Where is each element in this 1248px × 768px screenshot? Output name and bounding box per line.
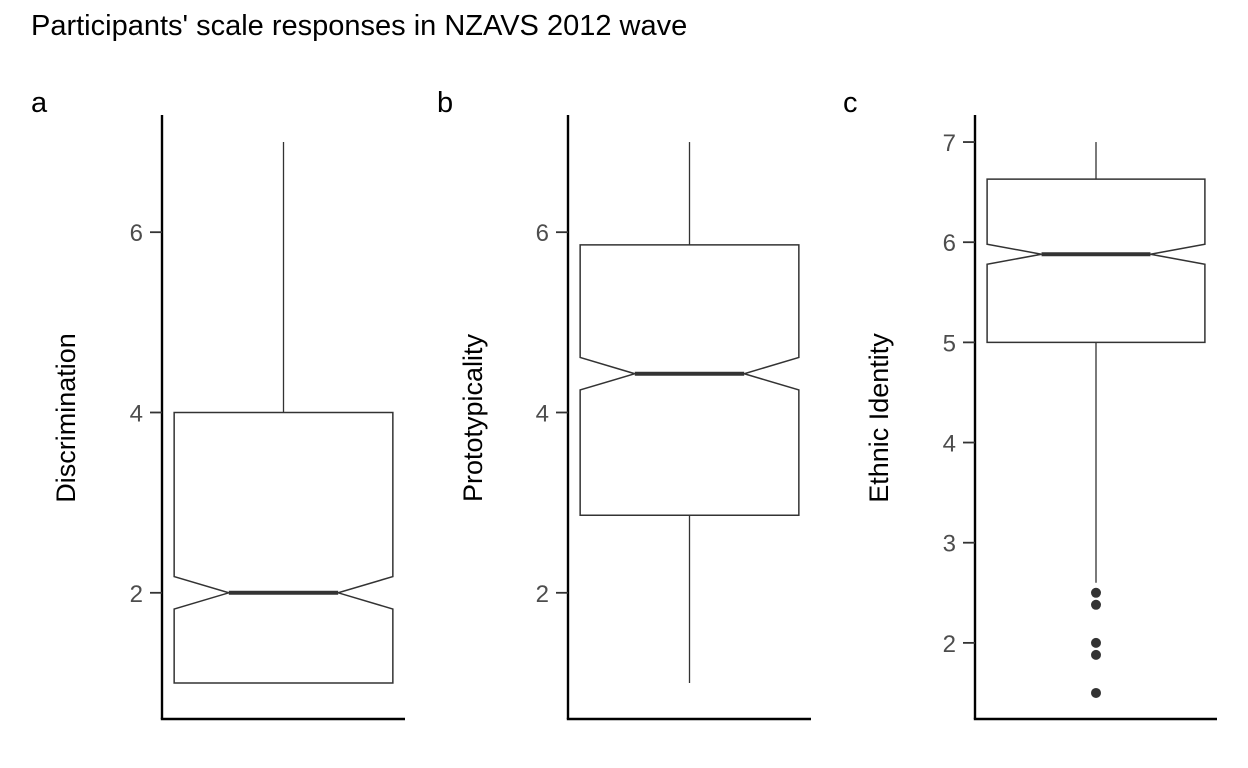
y-tick-label: 6 <box>130 220 143 247</box>
y-axis-title: Prototypicality <box>458 333 488 502</box>
y-axis-title: Discrimination <box>51 333 81 503</box>
y-tick-label: 4 <box>943 431 956 458</box>
y-tick-label: 6 <box>943 230 956 257</box>
y-tick-label: 3 <box>943 531 956 558</box>
y-tick-label: 4 <box>536 400 549 427</box>
chart-title: Participants' scale responses in NZAVS 2… <box>31 10 688 42</box>
panel-b: b Prototypicality 2 4 6 <box>437 87 811 721</box>
y-tick-label: 7 <box>943 130 956 157</box>
y-tick-label: 2 <box>536 581 549 608</box>
notched-box <box>579 244 800 517</box>
panel-c: c Ethnic Identity 2 3 4 5 6 7 <box>843 87 1217 721</box>
panel-a: a Discrimination 2 4 6 <box>31 87 405 721</box>
y-tick-label: 2 <box>130 581 143 608</box>
notched-box <box>986 178 1206 344</box>
y-tick-label: 4 <box>130 400 143 427</box>
outlier-point <box>1091 587 1101 598</box>
outlier-point <box>1091 637 1101 648</box>
y-tick-label: 2 <box>943 631 956 658</box>
notched-box <box>173 411 394 684</box>
outlier-point <box>1091 649 1101 660</box>
y-tick-label: 6 <box>536 220 549 247</box>
panel-label: b <box>437 87 453 119</box>
outlier-point <box>1091 687 1101 698</box>
outlier-point <box>1091 599 1101 610</box>
panel-label: c <box>843 87 858 119</box>
y-tick-label: 5 <box>943 330 956 357</box>
panel-label: a <box>31 87 48 119</box>
y-axis-title: Ethnic Identity <box>864 333 894 503</box>
